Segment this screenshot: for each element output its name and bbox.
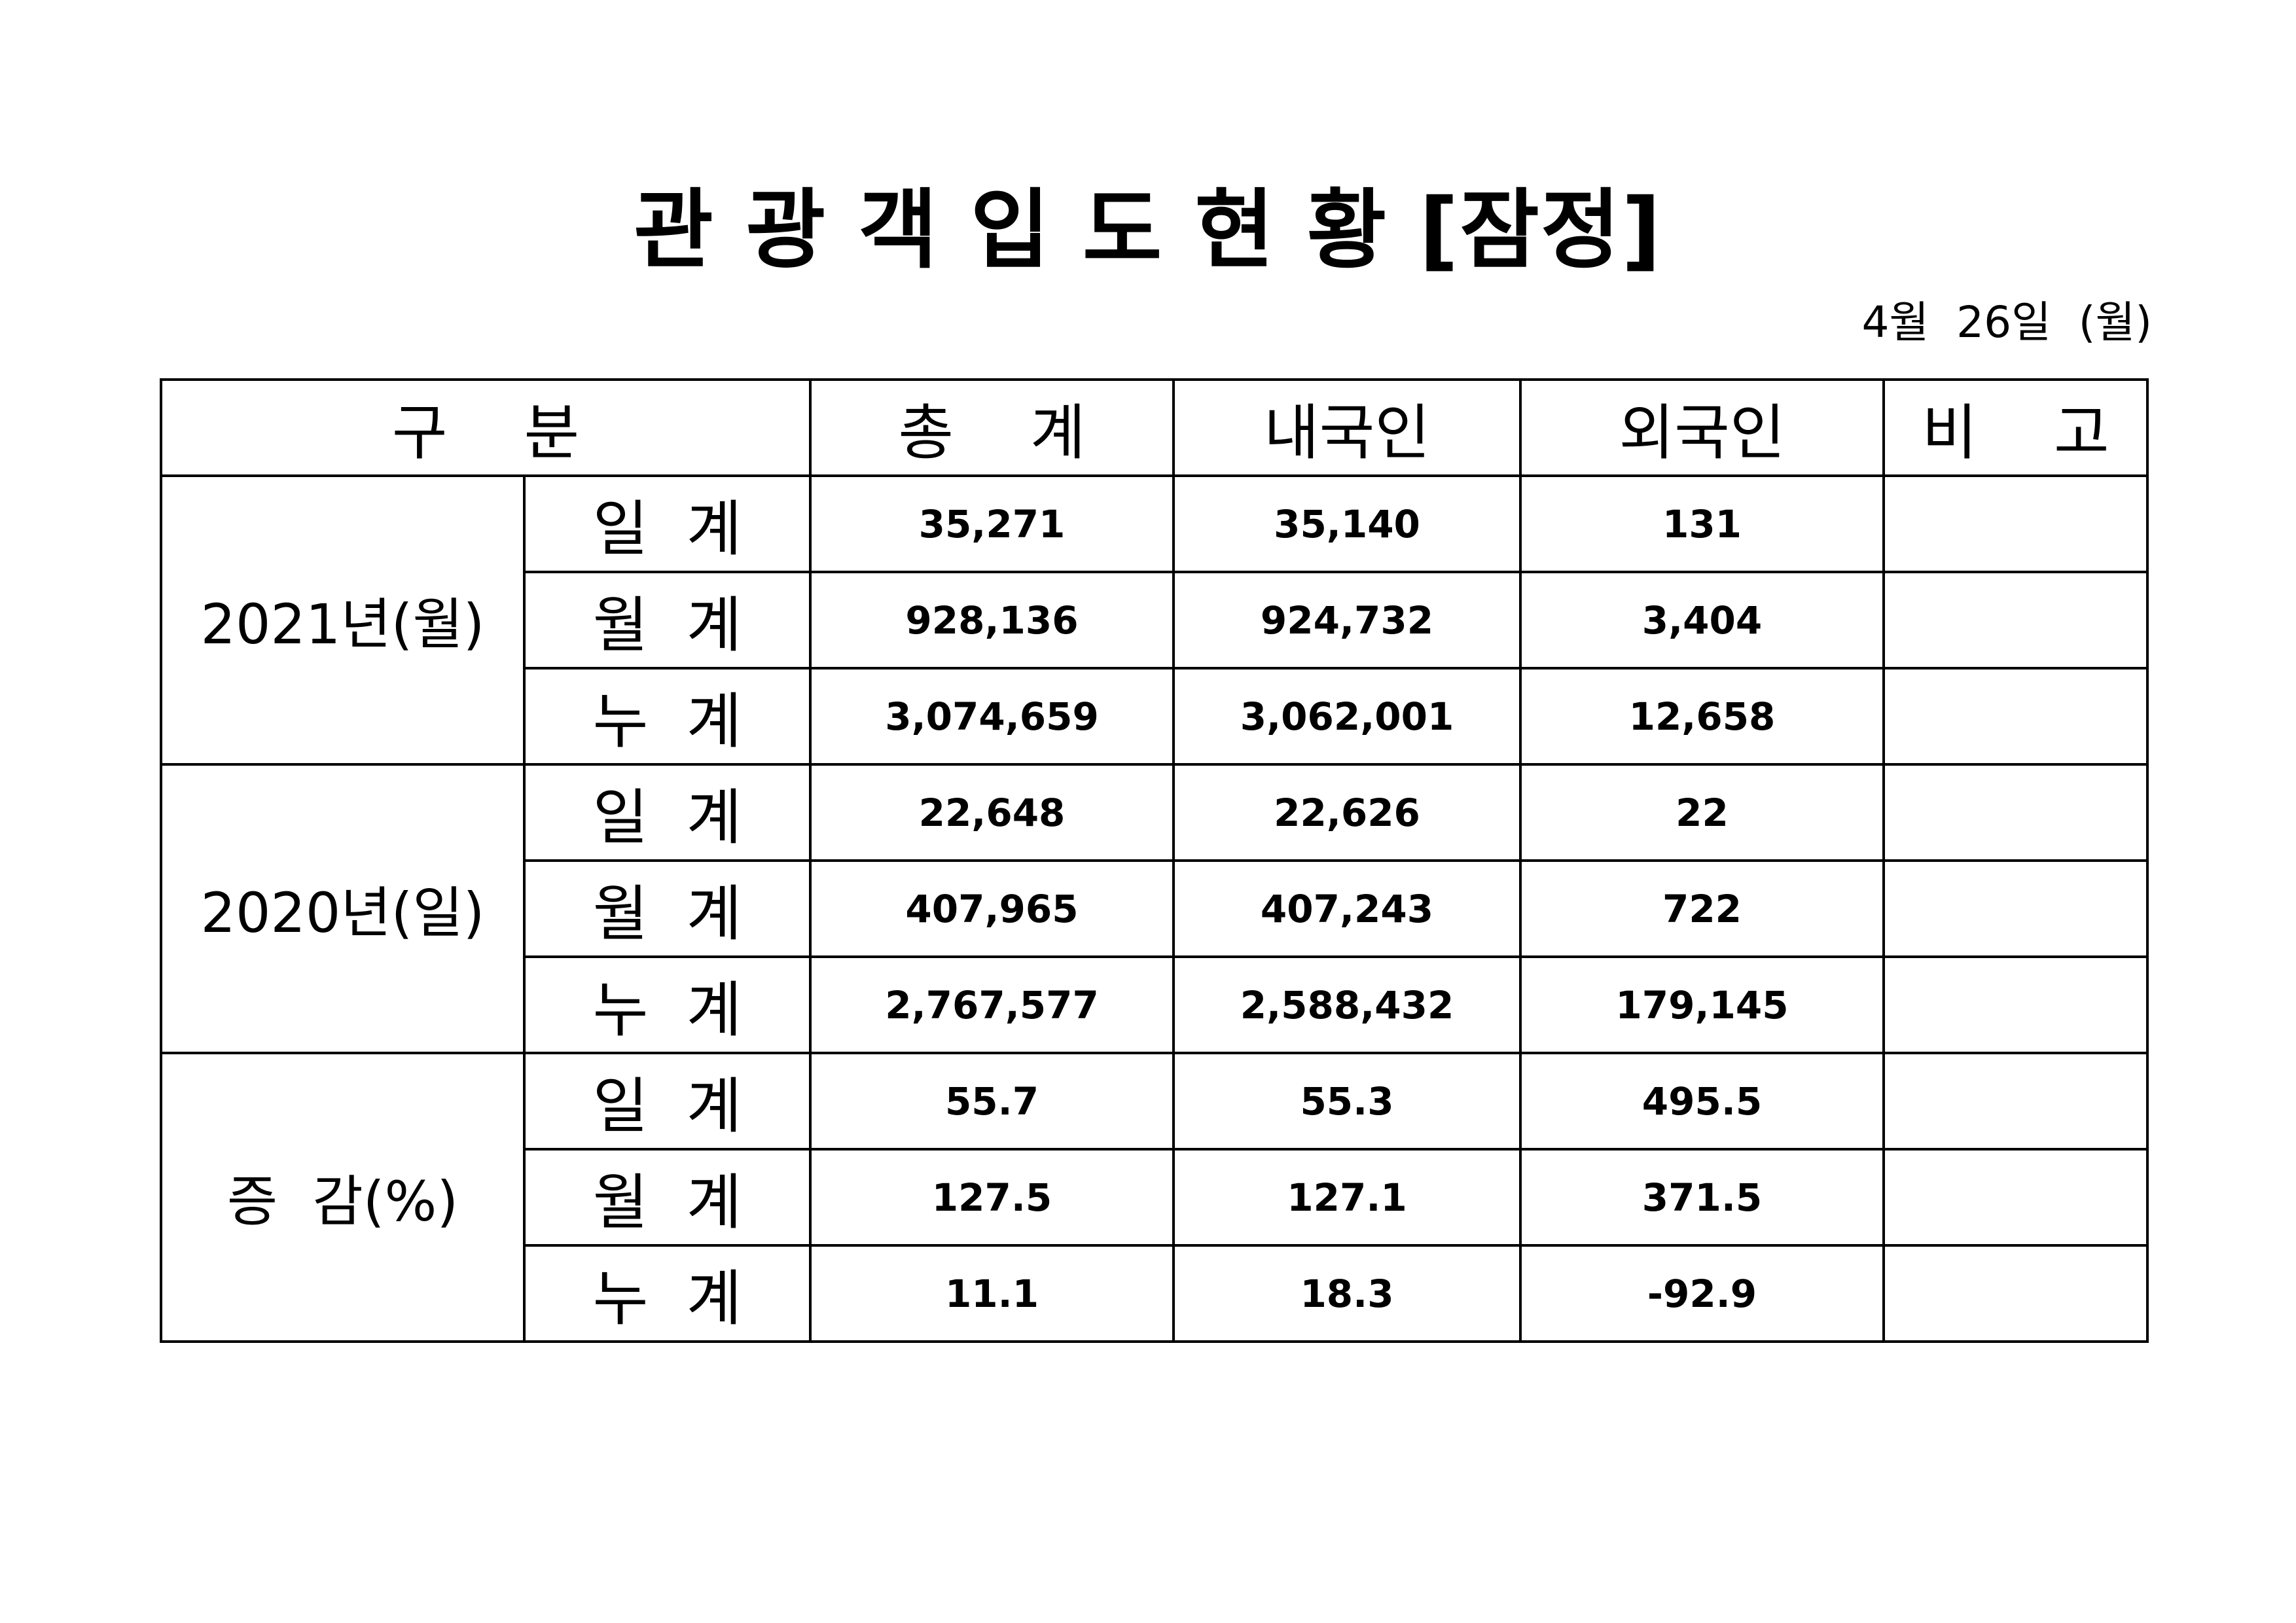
row-label: 일 계: [522, 1052, 812, 1150]
table-row: 월 계 127.5 127.1 371.5: [161, 1148, 2149, 1247]
cell-remarks: [1882, 1148, 2149, 1247]
row-label: 누 계: [522, 955, 812, 1054]
cell-domestic: 55.3: [1172, 1052, 1522, 1150]
cell-total: 22,648: [809, 763, 1175, 862]
cell-foreign: 495.5: [1519, 1052, 1886, 1150]
cell-total: 55.7: [809, 1052, 1175, 1150]
cell-foreign: 3,404: [1519, 571, 1886, 669]
table-row: 누 계 11.1 18.3 -92.9: [161, 1244, 2149, 1343]
row-label: 누 계: [522, 667, 812, 766]
table-row: 월 계 928,136 924,732 3,404: [161, 571, 2149, 669]
header-category: 구 분: [159, 378, 812, 477]
group-label-2021: 2021년(월): [160, 474, 526, 766]
header-total: 총 계: [809, 378, 1175, 477]
page-title: 관 광 객 입 도 현 황 [잠정]: [634, 180, 1662, 281]
report-date: 4월 26일 (월): [1861, 297, 2152, 348]
cell-domestic: 407,243: [1172, 859, 1522, 958]
cell-domestic: 18.3: [1172, 1244, 1522, 1343]
cell-domestic: 924,732: [1172, 571, 1522, 669]
cell-remarks: [1882, 955, 2149, 1054]
table-row: 월 계 407,965 407,243 722: [161, 859, 2149, 958]
cell-total: 35,271: [809, 474, 1175, 573]
cell-remarks: [1882, 859, 2149, 958]
cell-foreign: 12,658: [1519, 667, 1886, 766]
visitor-statistics-table: 구 분 총 계 내국인 외국인 비 고 2021년(월) 일 계 35,271 …: [159, 378, 2149, 1343]
cell-total: 3,074,659: [809, 667, 1175, 766]
row-label: 월 계: [522, 859, 812, 958]
group-label-2020: 2020년(일): [160, 763, 526, 1054]
cell-total: 928,136: [809, 571, 1175, 669]
row-label: 월 계: [522, 571, 812, 669]
header-domestic: 내국인: [1172, 378, 1522, 477]
group-label-change: 증 감(%): [160, 1052, 526, 1343]
table-header-row: 구 분 총 계 내국인 외국인 비 고: [159, 378, 2149, 477]
cell-total: 11.1: [809, 1244, 1175, 1343]
cell-total: 2,767,577: [809, 955, 1175, 1054]
cell-remarks: [1882, 763, 2149, 862]
row-label: 일 계: [522, 763, 812, 862]
cell-domestic: 22,626: [1172, 763, 1522, 862]
row-label: 누 계: [522, 1244, 812, 1343]
cell-remarks: [1882, 667, 2149, 766]
cell-foreign: 179,145: [1519, 955, 1886, 1054]
cell-foreign: 22: [1519, 763, 1886, 862]
cell-domestic: 3,062,001: [1172, 667, 1522, 766]
table-row: 증 감(%) 일 계 55.7 55.3 495.5: [160, 1052, 2149, 1343]
table-row: 2021년(월) 일 계 35,271 35,140 131: [160, 474, 2149, 766]
cell-domestic: 35,140: [1172, 474, 1522, 573]
cell-total: 127.5: [809, 1148, 1175, 1247]
cell-foreign: 722: [1519, 859, 1886, 958]
cell-domestic: 2,588,432: [1172, 955, 1522, 1054]
cell-remarks: [1882, 571, 2149, 669]
cell-foreign: -92.9: [1519, 1244, 1886, 1343]
table-row: 2020년(일) 일 계 22,648 22,626 22: [160, 763, 2149, 1054]
table-row: 누 계 2,767,577 2,588,432 179,145: [161, 955, 2149, 1054]
cell-remarks: [1882, 474, 2149, 573]
cell-remarks: [1882, 1052, 2149, 1150]
cell-foreign: 371.5: [1519, 1148, 1886, 1247]
table-row: 누 계 3,074,659 3,062,001 12,658: [161, 667, 2149, 766]
cell-remarks: [1882, 1244, 2149, 1343]
cell-domestic: 127.1: [1172, 1148, 1522, 1247]
cell-foreign: 131: [1519, 474, 1886, 573]
cell-total: 407,965: [809, 859, 1175, 958]
row-label: 일 계: [522, 474, 812, 573]
header-foreign: 외국인: [1519, 378, 1886, 477]
row-label: 월 계: [522, 1148, 812, 1247]
header-remarks: 비 고: [1882, 378, 2149, 477]
